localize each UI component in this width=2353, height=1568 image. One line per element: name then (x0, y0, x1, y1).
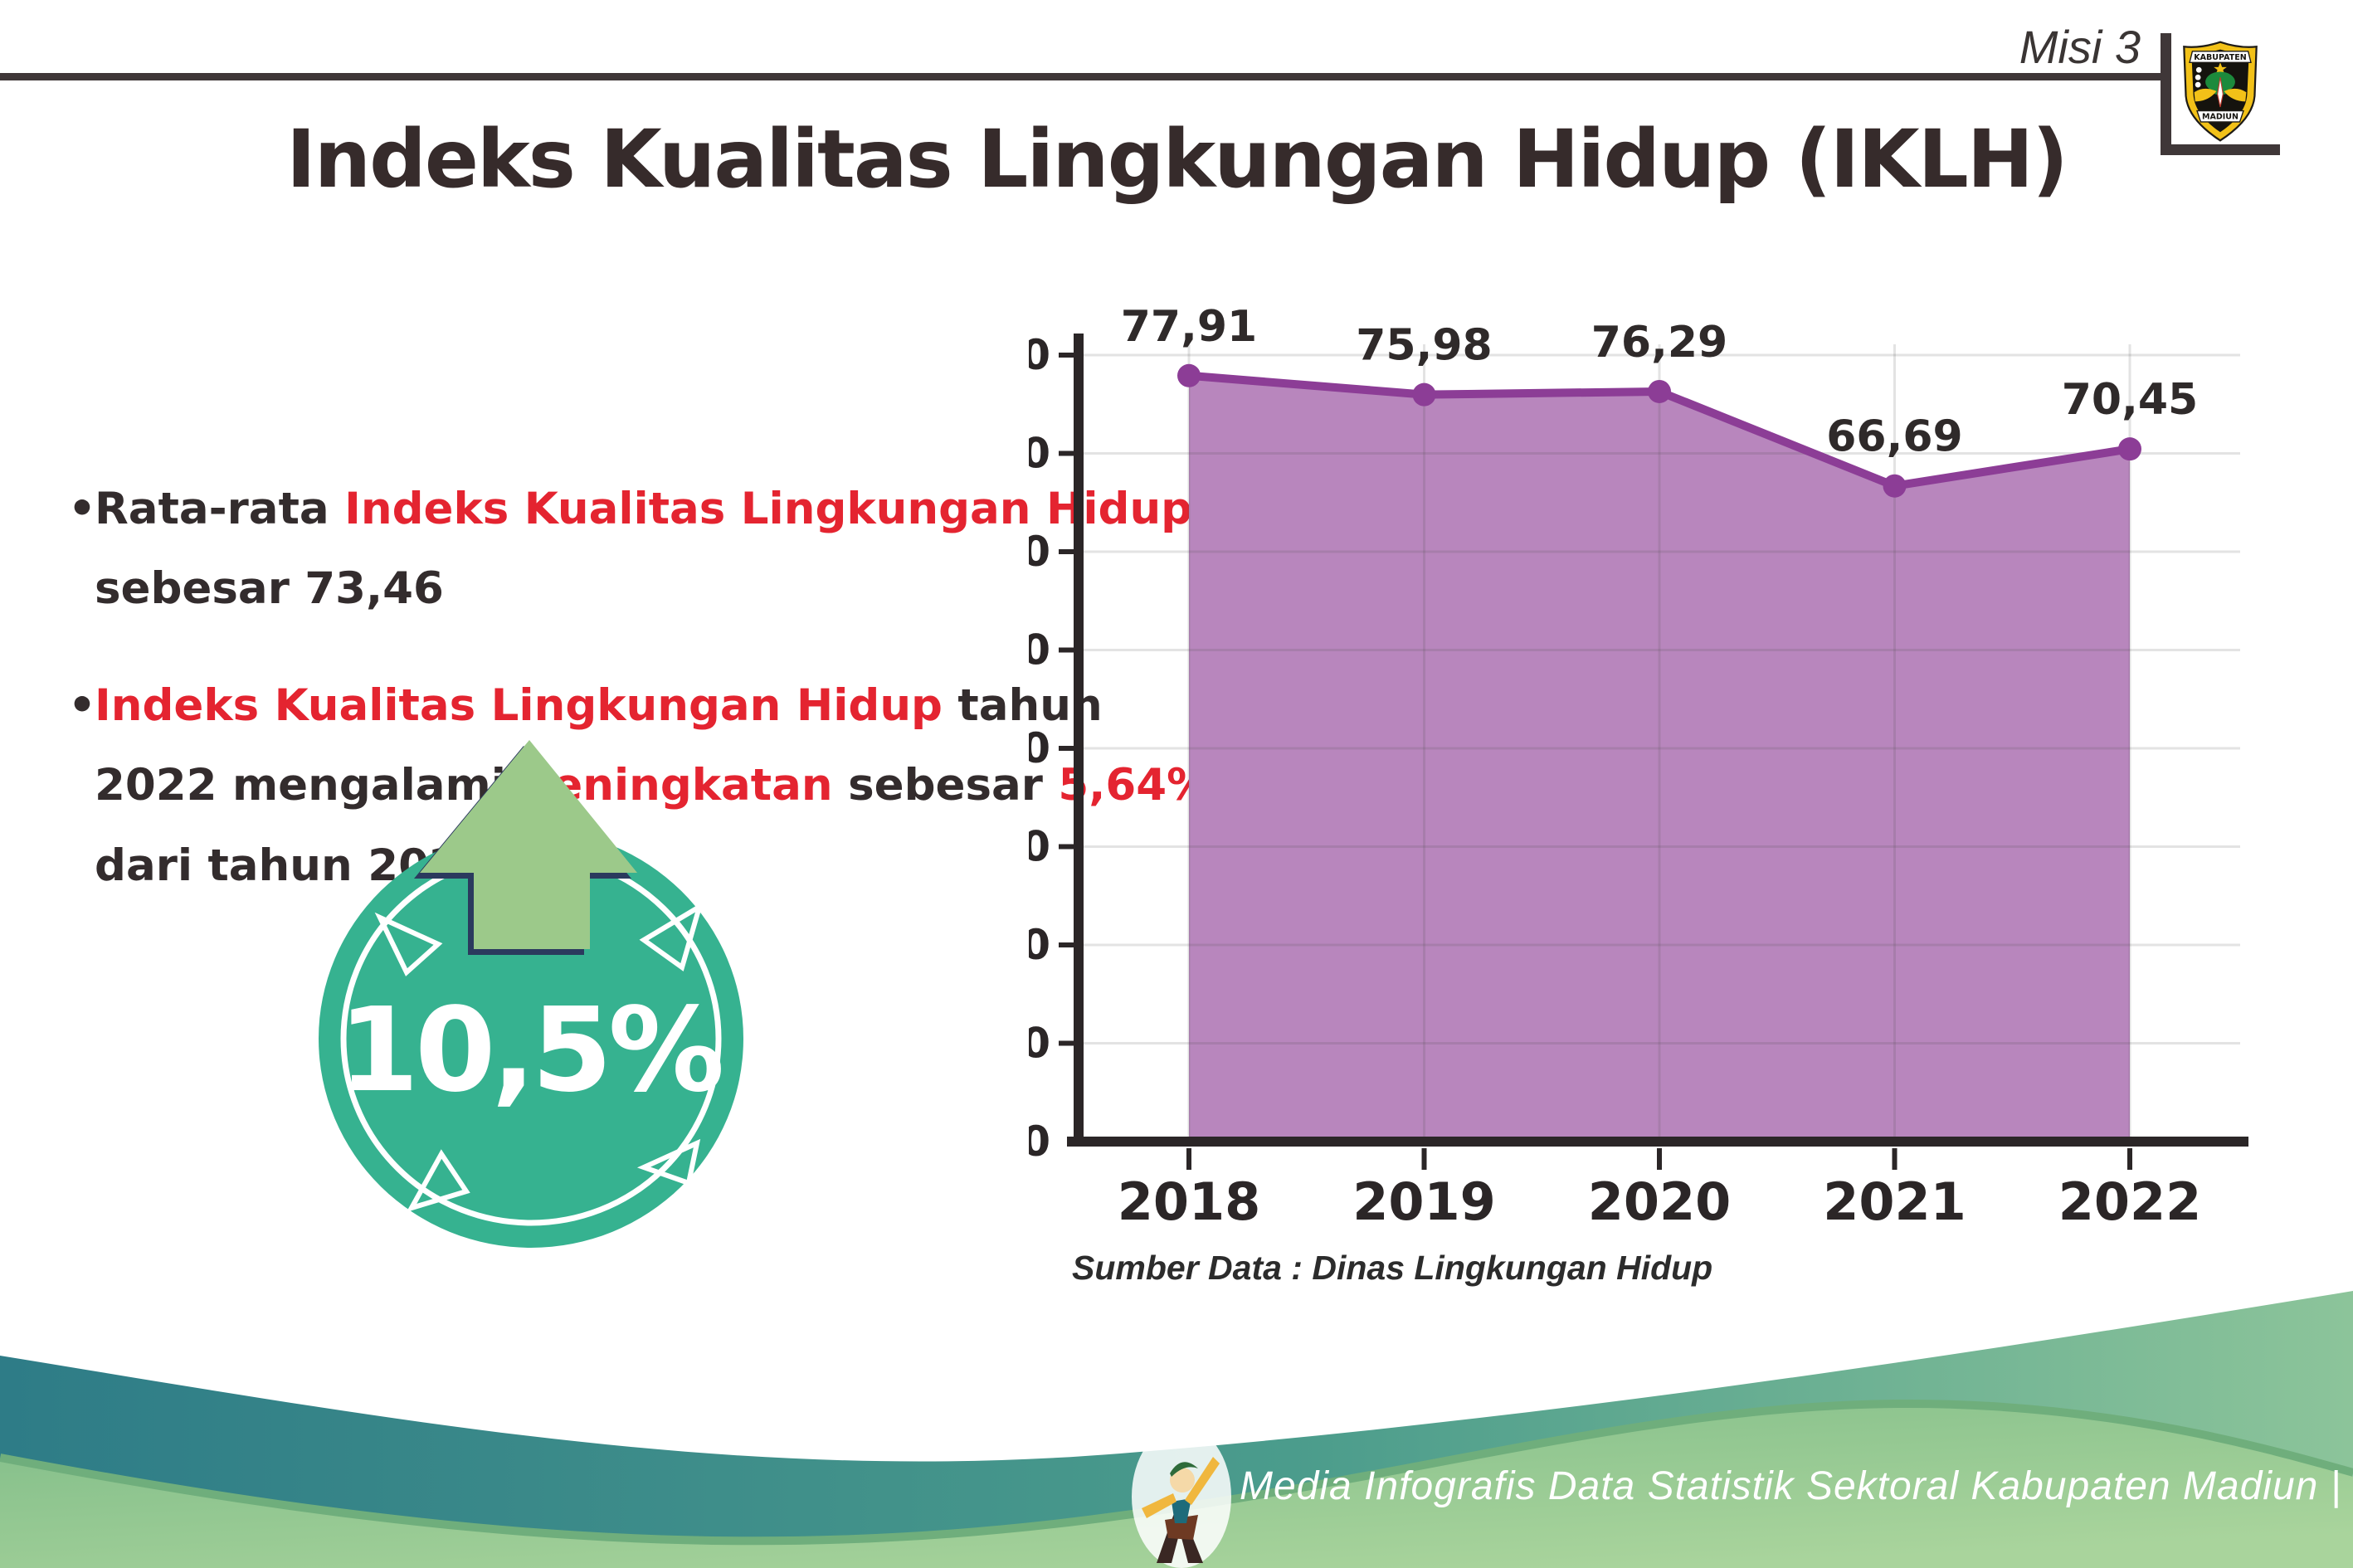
y-tick-label: 60 (1029, 528, 1050, 576)
data-point (1177, 363, 1201, 387)
logo-frame-vertical (2161, 33, 2171, 155)
increase-badge: 10,5% (319, 740, 743, 1248)
data-label: 76,29 (1591, 318, 1727, 368)
bullet-average-iklh: Rata-rata Indeks Kualitas Lingkungan Hid… (68, 470, 1233, 630)
logo-cotton-1 (2195, 66, 2202, 73)
mascot-icon (1132, 1425, 1231, 1568)
logo-bottom-banner-text: MADIUN (2202, 113, 2239, 122)
mascot-arm-right (1185, 1457, 1220, 1505)
logo-kris (2217, 77, 2224, 108)
logo-bottom-banner (2196, 110, 2244, 123)
logo-star (2214, 62, 2227, 75)
badge-accent-triangle-lower-right (636, 1138, 701, 1186)
y-tick-label: 50 (1029, 626, 1050, 674)
footer-wave-green (0, 1407, 2353, 1568)
chart-source-note: Sumber Data : Dinas Lingkungan Hidup (1072, 1249, 1713, 1287)
data-point (1883, 474, 1907, 498)
header-rule (0, 73, 2167, 80)
logo-cotton-2 (2195, 74, 2201, 80)
badge-value: 10,5% (339, 983, 721, 1118)
bullet2-seg1-highlight: Indeks Kualitas Lingkungan Hidup (95, 679, 943, 731)
y-tick-label: 80 (1029, 331, 1050, 379)
data-point (2118, 437, 2141, 461)
data-label: 75,98 (1356, 321, 1492, 371)
badge-circle (319, 830, 743, 1248)
bullet1-seg3: sebesar 73,46 (95, 563, 444, 615)
y-tick-label: 70 (1029, 430, 1050, 478)
x-tick-label: 2019 (1352, 1171, 1496, 1232)
logo-wing-left (2194, 88, 2217, 102)
y-tick-label: 20 (1029, 921, 1050, 969)
footer-wave-edge (0, 1399, 2353, 1547)
mascot-face (1170, 1468, 1195, 1493)
footer-credit: Media Infografis Data Statistik Sektoral… (1240, 1464, 2342, 1508)
badge-accent-triangle-upper-left (374, 912, 443, 976)
mascot-arm-left (1142, 1493, 1176, 1518)
data-label: 66,69 (1826, 412, 1962, 462)
data-point (1412, 382, 1436, 407)
x-tick-label: 2021 (1823, 1171, 1966, 1232)
bullet1-seg1: Rata-rata (95, 484, 345, 534)
misi-label: Misi 3 (2019, 21, 2141, 73)
iklh-area-chart: 0 10 20 30 40 50 60 70 80 2018 2019 2020 2021 2022 77,… (1029, 302, 2248, 1232)
x-tick-label: 2020 (1588, 1171, 1732, 1232)
data-label: 70,45 (2062, 375, 2198, 425)
footer-waves (0, 1291, 2353, 1568)
logo-wing-right (2224, 88, 2247, 102)
logo-frame-horizontal (2161, 144, 2280, 155)
badge-accent-triangle-upper-right (639, 901, 704, 971)
data-label: 77,91 (1121, 302, 1257, 352)
bullet2-seg5-highlight: 5,64% (1058, 760, 1211, 811)
mascot-halo (1132, 1425, 1231, 1568)
kabupaten-madiun-logo: KABUPATEN MADIUN (2183, 41, 2258, 142)
logo-top-banner (2189, 51, 2252, 63)
mascot-hat (1170, 1462, 1198, 1477)
badge-accent-triangle-lower-left (406, 1149, 470, 1213)
mascot-sash (1172, 1498, 1191, 1523)
y-tick-label: 30 (1029, 823, 1050, 871)
logo-top-banner-text: KABUPATEN (2194, 53, 2246, 62)
data-point (1648, 379, 1671, 403)
mascot-legs (1157, 1502, 1203, 1563)
bullet1-seg2-highlight: Indeks Kualitas Lingkungan Hidup (344, 484, 1193, 534)
y-tick-label: 10 (1029, 1020, 1050, 1068)
up-arrow-icon (420, 740, 637, 949)
x-tick-label: 2022 (2058, 1171, 2202, 1232)
y-tick-label: 0 (1029, 1118, 1050, 1166)
x-tick-label: 2018 (1118, 1171, 1261, 1232)
logo-cotton-3 (2195, 81, 2201, 88)
area-fill (1189, 375, 2130, 1142)
y-tick-label: 40 (1029, 724, 1050, 772)
bullet2-seg4: sebesar (832, 760, 1059, 811)
page-title: Indeks Kualitas Lingkungan Hidup (IKLH) (286, 113, 2068, 206)
mascot-hip-cloth (1165, 1515, 1198, 1540)
